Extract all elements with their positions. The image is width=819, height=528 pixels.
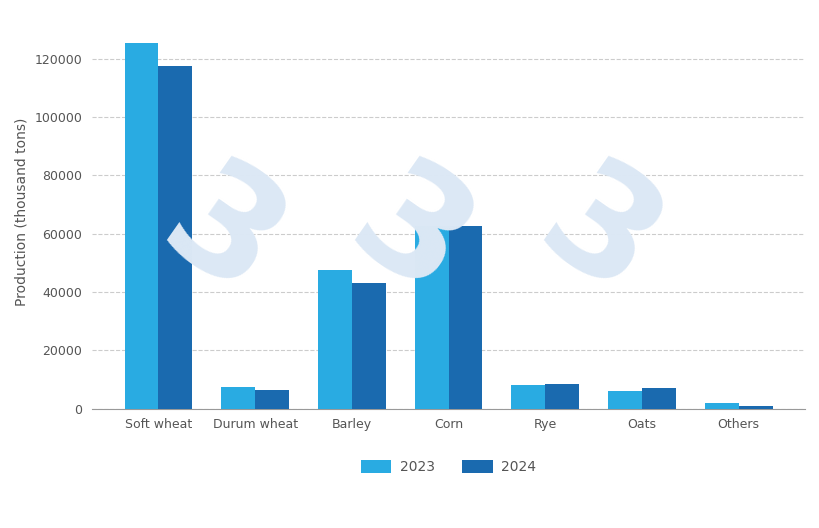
Bar bbox=[255, 390, 288, 409]
Bar bbox=[318, 270, 351, 409]
Bar bbox=[704, 403, 738, 409]
Text: 3: 3 bbox=[324, 146, 495, 329]
Bar bbox=[641, 388, 675, 409]
Bar bbox=[158, 66, 192, 409]
Bar bbox=[608, 391, 641, 409]
Y-axis label: Production (thousand tons): Production (thousand tons) bbox=[15, 118, 29, 306]
Bar bbox=[545, 384, 578, 409]
Bar bbox=[414, 227, 448, 409]
Legend: 2023, 2024: 2023, 2024 bbox=[355, 455, 541, 480]
Bar bbox=[738, 406, 771, 409]
Bar bbox=[221, 386, 255, 409]
Text: 3: 3 bbox=[135, 146, 307, 329]
Text: 3: 3 bbox=[512, 146, 684, 329]
Bar bbox=[448, 227, 482, 409]
Bar bbox=[351, 283, 385, 409]
Bar bbox=[511, 385, 545, 409]
Bar bbox=[124, 43, 158, 409]
